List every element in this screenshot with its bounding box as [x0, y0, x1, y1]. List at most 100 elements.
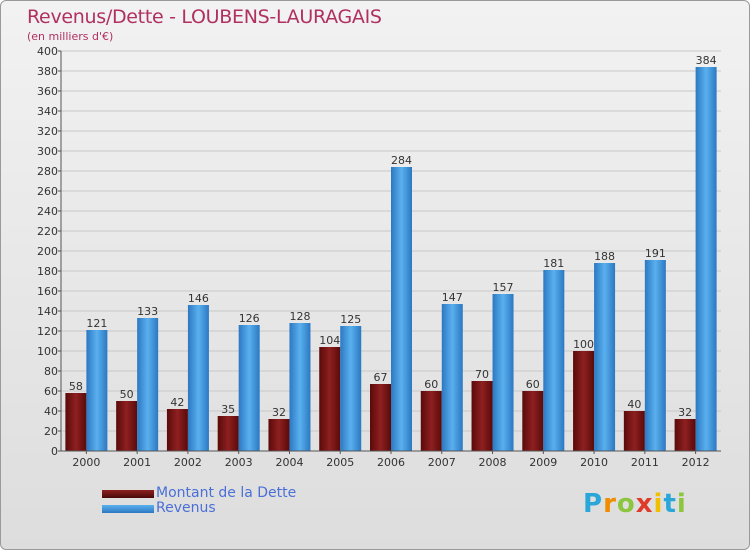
data-label-revenue: 384	[696, 54, 717, 67]
x-tick-label: 2002	[174, 456, 202, 469]
bar-revenue	[86, 330, 108, 451]
bar-revenue	[492, 294, 514, 451]
chart-subtitle: (en milliers d'€)	[27, 30, 114, 43]
data-label-debt: 60	[526, 378, 540, 391]
y-tick-label: 120	[37, 325, 58, 338]
bar-debt	[268, 419, 290, 451]
y-tick-label: 300	[37, 145, 58, 158]
x-tick-label: 2003	[225, 456, 253, 469]
proxiti-logo: Proxiti	[583, 489, 687, 519]
x-tick-label: 2009	[529, 456, 557, 469]
bar-debt	[65, 393, 87, 451]
x-tick-label: 2007	[428, 456, 456, 469]
bar-revenue	[340, 326, 362, 451]
data-label-revenue: 181	[543, 257, 564, 270]
y-tick-label: 0	[51, 445, 58, 458]
y-tick-label: 260	[37, 185, 58, 198]
bar-revenue	[543, 270, 565, 451]
data-label-revenue: 126	[239, 312, 260, 325]
y-tick-label: 80	[44, 365, 58, 378]
logo-letter-t: t	[663, 489, 677, 519]
bar-revenue	[441, 304, 463, 451]
logo-letter-r: r	[603, 489, 617, 519]
bar-debt	[116, 401, 138, 451]
data-label-revenue: 147	[442, 291, 463, 304]
data-label-debt: 60	[424, 378, 438, 391]
bar-revenue	[594, 263, 616, 451]
y-tick-label: 360	[37, 85, 58, 98]
y-tick-label: 380	[37, 65, 58, 78]
bar-revenue	[644, 260, 666, 451]
data-label-debt: 50	[120, 388, 134, 401]
bar-debt	[420, 391, 442, 451]
data-label-revenue: 121	[86, 317, 107, 330]
x-tick-label: 2012	[682, 456, 710, 469]
x-tick-label: 2005	[326, 456, 354, 469]
bar-revenue	[391, 167, 412, 451]
y-tick-label: 160	[37, 285, 58, 298]
bar-debt	[166, 409, 188, 451]
data-label-debt: 35	[221, 403, 235, 416]
legend-label-revenue: Revenus	[156, 500, 216, 516]
data-label-debt: 70	[475, 368, 489, 381]
data-label-debt: 32	[678, 406, 692, 419]
bar-debt	[573, 351, 595, 451]
logo-letter-o: o	[616, 489, 636, 519]
bar-revenue	[289, 323, 311, 451]
y-tick-label: 60	[44, 385, 58, 398]
y-tick-label: 200	[37, 245, 58, 258]
logo-letter-i2: i	[676, 489, 687, 519]
y-tick-label: 140	[37, 305, 58, 318]
bar-revenue	[238, 325, 260, 451]
x-tick-label: 2004	[275, 456, 303, 469]
data-label-debt: 100	[573, 338, 594, 351]
x-tick-label: 2001	[123, 456, 151, 469]
x-tick-label: 2000	[72, 456, 100, 469]
bar-debt	[522, 391, 544, 451]
y-tick-label: 400	[37, 45, 58, 58]
y-tick-label: 320	[37, 125, 58, 138]
y-tick-label: 220	[37, 225, 58, 238]
data-label-revenue: 133	[137, 305, 158, 318]
data-label-revenue: 157	[493, 281, 514, 294]
bar-debt	[319, 347, 341, 451]
bar-debt	[471, 381, 493, 451]
data-label-revenue: 188	[594, 250, 615, 263]
legend-swatch-debt	[102, 490, 154, 498]
y-tick-label: 180	[37, 265, 58, 278]
chart-title: Revenus/Dette - LOUBENS-LAURAGAIS	[27, 6, 382, 28]
data-label-revenue: 284	[391, 154, 412, 167]
y-tick-label: 340	[37, 105, 58, 118]
data-label-revenue: 128	[289, 310, 310, 323]
bar-revenue	[187, 305, 209, 451]
bar-debt	[370, 384, 391, 451]
logo-letter-i1: i	[653, 489, 664, 519]
data-label-debt: 104	[319, 334, 340, 347]
y-tick-label: 280	[37, 165, 58, 178]
legend-label-debt: Montant de la Dette	[156, 485, 297, 501]
bar-debt	[217, 416, 239, 451]
bar-revenue	[695, 67, 717, 451]
x-tick-label: 2008	[479, 456, 507, 469]
data-label-revenue: 146	[188, 292, 209, 305]
x-tick-label: 2006	[377, 456, 405, 469]
bar-revenue	[137, 318, 159, 451]
bar-debt	[674, 419, 696, 451]
logo-letter-p: P	[583, 489, 604, 519]
data-label-debt: 40	[627, 398, 641, 411]
x-tick-label: 2011	[631, 456, 659, 469]
data-label-revenue: 125	[340, 313, 361, 326]
x-tick-label: 2010	[580, 456, 608, 469]
data-label-debt: 42	[170, 396, 184, 409]
data-label-debt: 58	[69, 380, 83, 393]
legend-swatch-revenue	[102, 505, 154, 513]
data-label-debt: 32	[272, 406, 286, 419]
data-label-revenue: 191	[645, 247, 666, 260]
bar-debt	[623, 411, 645, 451]
data-label-debt: 67	[374, 371, 388, 384]
logo-letter-x: x	[635, 489, 654, 519]
y-tick-label: 20	[44, 425, 58, 438]
y-tick-label: 100	[37, 345, 58, 358]
